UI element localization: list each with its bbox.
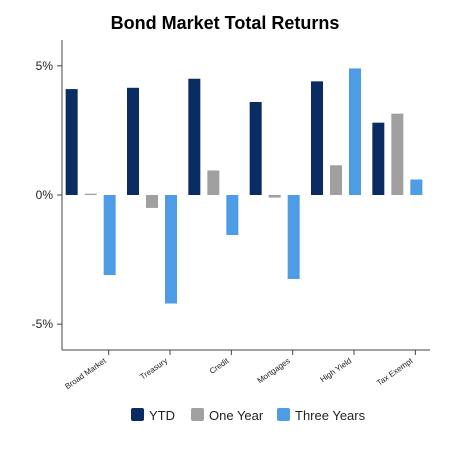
bar-three-years-tax-exempt — [410, 179, 423, 195]
bar-one-year-high-yield — [330, 165, 342, 195]
y-tick-label: -5% — [32, 317, 54, 331]
legend-label: YTD — [149, 408, 175, 423]
bar-one-year-mortgages — [268, 195, 281, 198]
x-tick-label: Credit — [208, 356, 231, 376]
legend-label: One Year — [209, 408, 264, 423]
bar-ytd-treasury — [127, 87, 139, 195]
x-tick-label: High Yield — [318, 356, 353, 384]
x-tick-label: Broad Market — [63, 356, 108, 391]
bar-three-years-treasury — [165, 195, 177, 304]
bar-three-years-high-yield — [349, 68, 361, 195]
plot-area: 5% 0% -5% Broad Market Treasury Credit Mortgag… — [32, 40, 430, 391]
y-tick-label: 0% — [36, 188, 54, 202]
bar-three-years-mortgages — [287, 195, 300, 279]
x-tick-label: Treasury — [138, 356, 169, 381]
bar-ytd-high-yield — [311, 81, 323, 195]
x-tick-label: Mortgages — [256, 356, 292, 385]
bar-one-year-tax-exempt — [391, 113, 404, 195]
bar-ytd-mortgages — [249, 102, 262, 195]
bar-three-years-credit — [226, 195, 239, 236]
legend-swatch — [277, 408, 290, 421]
x-tick-label: Tax Exempt — [375, 356, 415, 388]
bar-one-year-treasury — [146, 195, 158, 208]
bar-one-year-broad-market — [84, 193, 97, 195]
legend: YTD One Year Three Years — [131, 408, 366, 423]
legend-swatch — [131, 408, 144, 421]
bar-ytd-broad-market — [65, 89, 78, 195]
legend-swatch — [191, 408, 204, 421]
legend-label: Three Years — [295, 408, 366, 423]
bar-ytd-credit — [188, 78, 201, 195]
chart-title: Bond Market Total Returns — [111, 13, 340, 33]
bar-ytd-tax-exempt — [372, 122, 385, 195]
y-tick-label: 5% — [36, 59, 54, 73]
bar-one-year-credit — [207, 170, 220, 195]
bar-three-years-broad-market — [103, 195, 116, 276]
